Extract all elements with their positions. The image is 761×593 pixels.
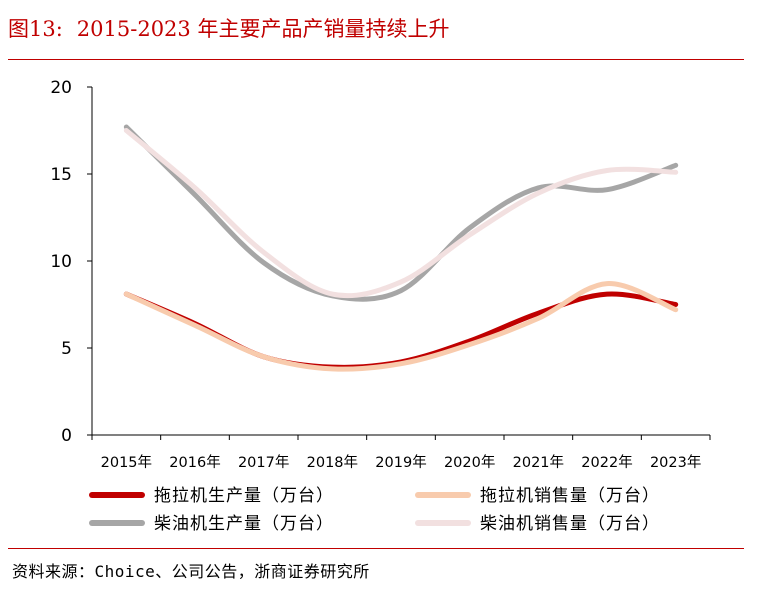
chart-title: 图13: 2015-2023 年主要产品产销量持续上升 xyxy=(8,14,449,44)
legend-label: 拖拉机生产量（万台） xyxy=(154,486,334,506)
x-tick-label: 2022年 xyxy=(581,454,632,471)
series-line-2 xyxy=(123,281,679,372)
y-tick-label: 15 xyxy=(50,165,72,185)
y-tick-label: 0 xyxy=(61,426,72,446)
title-rule xyxy=(8,59,744,60)
series-line-3 xyxy=(123,124,679,302)
chart-series xyxy=(123,124,679,372)
x-tick-label: 2018年 xyxy=(307,454,358,471)
legend-label: 柴油机生产量（万台） xyxy=(154,514,334,534)
y-tick-label: 20 xyxy=(50,78,72,98)
figure-title: 2015-2023 年主要产品产销量持续上升 xyxy=(76,17,450,41)
series-line-4 xyxy=(123,128,679,299)
x-tick-label: 2015年 xyxy=(101,454,152,471)
chart-legend: 拖拉机生产量（万台） 拖拉机销售量（万台） 柴油机生产量（万台） 柴油机销售量（万台） xyxy=(89,486,660,534)
legend-label: 拖拉机销售量（万台） xyxy=(480,486,660,506)
line-chart: 0 5 10 15 20 2015年 2016年 2017年 2018年 2019年 2020年 20… xyxy=(50,78,711,534)
x-tick-label: 2016年 xyxy=(169,454,220,471)
x-tick-label: 2021年 xyxy=(513,454,564,471)
x-tick-label: 2023年 xyxy=(650,454,701,471)
source-rule xyxy=(8,548,744,549)
y-tick-label: 5 xyxy=(61,339,72,359)
figure-label: 图13: xyxy=(8,17,63,41)
x-tick-label: 2017年 xyxy=(238,454,289,471)
source-note: 资料来源：Choice、公司公告，浙商证券研究所 xyxy=(12,562,370,581)
y-tick-label: 10 xyxy=(50,252,72,272)
legend-label: 柴油机销售量（万台） xyxy=(480,514,660,534)
x-tick-label: 2020年 xyxy=(444,454,495,471)
chart-axes: 0 5 10 15 20 2015年 2016年 2017年 2018年 2019年 2020年 20… xyxy=(50,78,711,471)
x-tick-label: 2019年 xyxy=(375,454,426,471)
